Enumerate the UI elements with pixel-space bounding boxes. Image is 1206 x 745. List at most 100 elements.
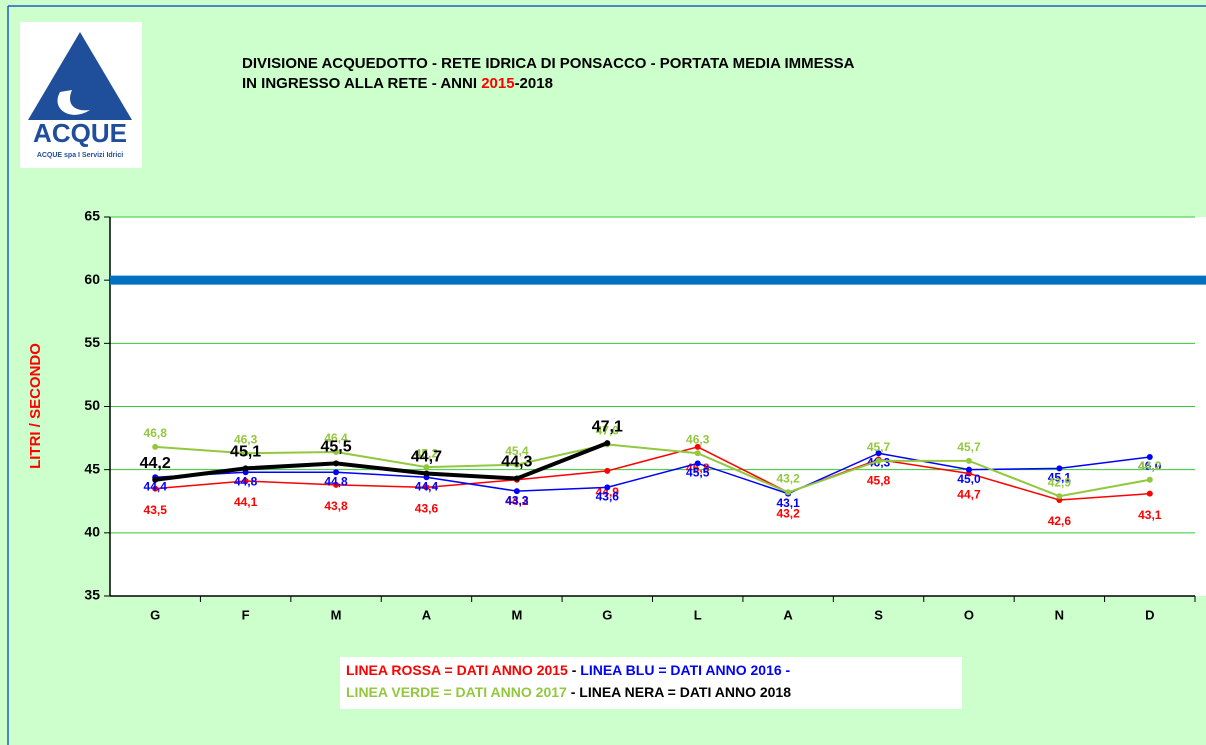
data-label: 46,8 bbox=[144, 426, 168, 440]
point bbox=[333, 469, 340, 476]
point bbox=[152, 443, 159, 450]
point bbox=[875, 450, 882, 457]
data-label: 45,1 bbox=[1048, 471, 1072, 485]
data-label: 44,4 bbox=[144, 479, 168, 493]
data-label: 44,7 bbox=[411, 449, 442, 466]
legend-entry: LINEA BLU = DATI ANNO 2016 bbox=[580, 662, 782, 678]
data-label: 42,9 bbox=[1048, 475, 1072, 489]
x-tick-label: D bbox=[1145, 607, 1154, 622]
point bbox=[423, 484, 430, 491]
point bbox=[423, 470, 430, 477]
point bbox=[333, 448, 340, 455]
logo-drop bbox=[57, 90, 90, 115]
data-label: 44,8 bbox=[234, 474, 258, 488]
data-label: 45,7 bbox=[867, 440, 891, 454]
x-tick-label: S bbox=[874, 607, 883, 622]
y-tick-label: 45 bbox=[84, 460, 100, 476]
legend-entry: LINEA VERDE = DATI ANNO 2017 bbox=[346, 684, 567, 700]
data-label: 44,1 bbox=[234, 495, 258, 509]
data-label: 44,8 bbox=[324, 474, 348, 488]
legend-entry: LINEA ROSSA = DATI ANNO 2015 bbox=[346, 662, 568, 678]
data-label: 45,7 bbox=[957, 440, 981, 454]
title-part: -2018 bbox=[515, 75, 553, 92]
chart-title: IN INGRESSO ALLA RETE - ANNI 2015-2018 bbox=[242, 75, 553, 92]
x-tick-label: M bbox=[331, 607, 342, 622]
point bbox=[1056, 465, 1063, 472]
title-part: IN INGRESSO ALLA RETE - ANNI bbox=[242, 75, 481, 92]
x-tick-label: F bbox=[242, 607, 250, 622]
legend-sep: - bbox=[567, 684, 579, 700]
data-label: 45,2 bbox=[415, 446, 439, 460]
y-axis-label: LITRI / SECONDO bbox=[27, 343, 44, 469]
y-tick-label: 40 bbox=[84, 524, 100, 540]
point bbox=[875, 457, 882, 464]
logo: ACQUE ACQUE spa I Servizi Idrici bbox=[20, 22, 142, 168]
data-label: 42,6 bbox=[1048, 514, 1072, 528]
data-label: 45,0 bbox=[957, 472, 981, 486]
point bbox=[785, 489, 792, 496]
point bbox=[694, 460, 701, 467]
series-line bbox=[154, 441, 609, 482]
logo-name: ACQUE bbox=[33, 118, 127, 148]
x-tick-label: M bbox=[511, 607, 522, 622]
data-label: 43,1 bbox=[1138, 508, 1162, 522]
legend-sep: - bbox=[568, 662, 580, 678]
data-label: 43,5 bbox=[144, 503, 168, 517]
data-label: 44,2 bbox=[505, 494, 529, 508]
point bbox=[152, 485, 159, 492]
data-label: 43,8 bbox=[324, 499, 348, 513]
data-label: 44,2 bbox=[1138, 459, 1162, 473]
data-label: 45,8 bbox=[867, 474, 891, 488]
series-line bbox=[155, 443, 1150, 498]
data-label: 45,4 bbox=[505, 444, 529, 458]
data-label: 43,6 bbox=[596, 490, 620, 504]
point bbox=[152, 476, 159, 483]
y-tick-label: 35 bbox=[84, 587, 100, 603]
x-tick-label: A bbox=[783, 607, 793, 622]
data-label: 44,2 bbox=[140, 455, 171, 472]
data-label: 43,2 bbox=[776, 472, 800, 486]
chart-title: DIVISIONE ACQUEDOTTO - RETE IDRICA DI PO… bbox=[242, 55, 855, 72]
point bbox=[604, 467, 611, 474]
point bbox=[513, 475, 520, 482]
point bbox=[513, 461, 520, 468]
point bbox=[965, 457, 972, 464]
data-label: 45,5 bbox=[320, 439, 351, 456]
y-tick-label: 50 bbox=[84, 397, 100, 413]
legend: LINEA VERDE = DATI ANNO 2017 - LINEA NER… bbox=[346, 684, 791, 700]
point bbox=[242, 465, 249, 472]
point bbox=[694, 443, 701, 450]
point bbox=[604, 440, 611, 447]
data-label: 43,3 bbox=[505, 493, 529, 507]
data-label: 47,1 bbox=[592, 418, 623, 435]
data-label: 45,1 bbox=[230, 444, 261, 461]
point bbox=[423, 464, 430, 471]
x-tick-label: G bbox=[150, 607, 160, 622]
point bbox=[1146, 476, 1153, 483]
series-line bbox=[155, 452, 1150, 495]
logo-subtitle: ACQUE spa I Servizi Idrici bbox=[37, 152, 123, 159]
title-part: 2015 bbox=[481, 75, 514, 92]
legend: LINEA ROSSA = DATI ANNO 2015 - LINEA BLU… bbox=[346, 662, 791, 678]
legend-entry: LINEA NERA = DATI ANNO 2018 bbox=[579, 684, 791, 700]
legend-sep: - bbox=[782, 662, 791, 678]
legend-box bbox=[340, 657, 962, 709]
data-label: 44,4 bbox=[415, 479, 439, 493]
point bbox=[242, 478, 249, 485]
point bbox=[242, 450, 249, 457]
data-label: 47,0 bbox=[596, 424, 620, 438]
data-label: 44,9 bbox=[596, 485, 620, 499]
x-tick-label: O bbox=[964, 607, 974, 622]
point bbox=[333, 460, 340, 467]
data-label: 46,4 bbox=[324, 431, 348, 445]
x-tick-label: L bbox=[694, 607, 702, 622]
point bbox=[1056, 493, 1063, 500]
point bbox=[333, 481, 340, 488]
data-label: 46,3 bbox=[686, 432, 710, 446]
data-label: 43,6 bbox=[415, 502, 439, 516]
point bbox=[1146, 454, 1153, 461]
x-tick-label: N bbox=[1055, 607, 1064, 622]
data-label: 46,3 bbox=[234, 432, 258, 446]
x-tick-label: A bbox=[422, 607, 432, 622]
